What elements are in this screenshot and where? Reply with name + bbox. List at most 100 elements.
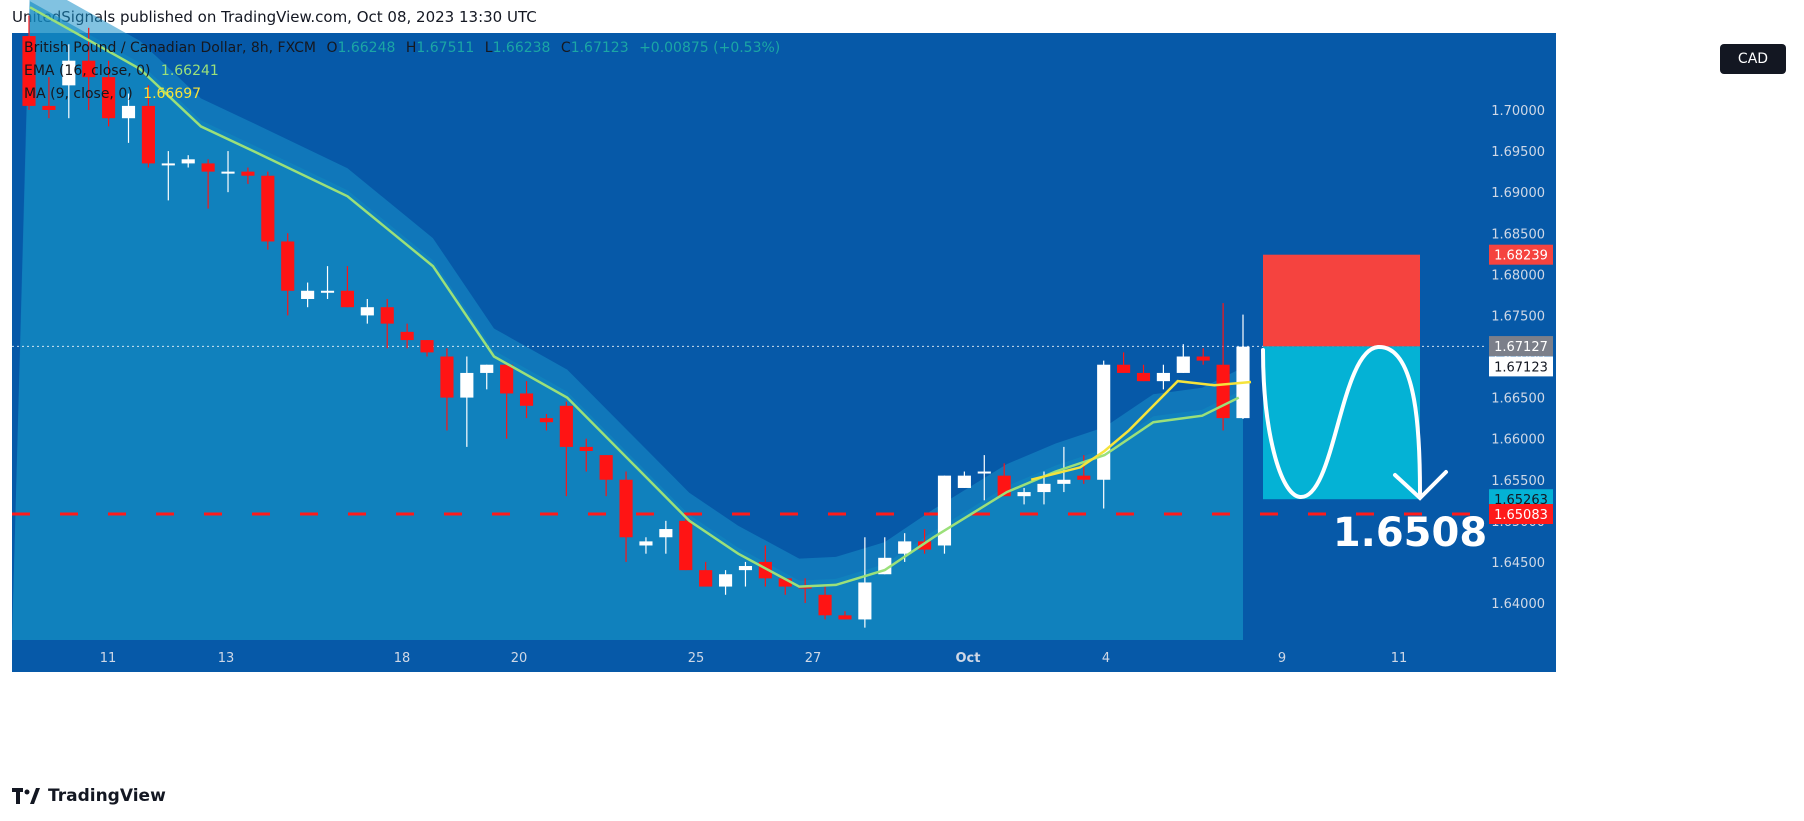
candle-body (201, 163, 215, 172)
candle-body (500, 364, 514, 394)
tradingview-logo-icon (12, 788, 40, 804)
candle-body (559, 405, 573, 447)
x-tick-label: 27 (805, 651, 822, 666)
candle-body (1136, 372, 1151, 382)
candle-body (738, 566, 753, 571)
close-price-label: 1.67123 (1494, 360, 1548, 375)
candle-body (261, 175, 275, 242)
symbol-legend: British Pound / Canadian Dollar, 8h, FXC… (24, 40, 786, 56)
candle-body (121, 105, 136, 119)
projection-arrow-icon (1393, 470, 1448, 501)
candle-body (221, 171, 235, 174)
candle-body (420, 340, 434, 353)
candle-body (1117, 364, 1131, 373)
candle-body (937, 475, 952, 546)
candle-body (519, 393, 534, 406)
y-tick-label: 1.65500 (1491, 474, 1545, 489)
candle-body (82, 60, 96, 78)
x-tick-label: 4 (1102, 651, 1110, 666)
high-value: 1.67511 (416, 40, 475, 56)
candle-body (977, 471, 991, 474)
x-tick-label: 11 (1391, 651, 1408, 666)
last-price-label-bg (1489, 336, 1553, 357)
ema-band-inner (12, 1, 1243, 641)
candle-body (181, 159, 195, 164)
candle-body (360, 307, 374, 316)
candle-body (301, 290, 315, 299)
y-tick-label: 1.69500 (1491, 145, 1545, 160)
candle-body (818, 594, 832, 616)
ema-legend: EMA (16, close, 0) 1.66241 (24, 63, 225, 79)
candle-body (380, 307, 394, 324)
candle-body (320, 290, 335, 293)
stop-loss-zone (1263, 254, 1420, 347)
candle-body (539, 418, 554, 423)
low-label: L (484, 40, 493, 56)
y-tick-label: 1.67500 (1491, 309, 1545, 324)
y-tick-label: 1.70000 (1491, 104, 1545, 119)
candle-body (1057, 479, 1071, 484)
candle-body (62, 60, 76, 86)
level-annotation: 1.6508 (1333, 510, 1487, 556)
y-tick-label: 1.64000 (1491, 597, 1545, 612)
level-price-label-bg (1489, 504, 1553, 525)
stop-price-label-bg (1489, 244, 1553, 265)
ma-legend: MA (9, close, 0) 1.66697 (24, 86, 207, 102)
x-tick-label: 11 (100, 651, 117, 666)
y-tick-label: 1.68000 (1491, 268, 1545, 283)
y-tick-label: 1.66000 (1491, 433, 1545, 448)
x-tick-label: 13 (218, 651, 235, 666)
candle-body (619, 479, 633, 538)
close-label: C (560, 40, 571, 56)
candle-body (1156, 372, 1170, 382)
close-price-label-bg (1489, 356, 1553, 377)
candle-body (1176, 356, 1190, 373)
candle-body (1216, 364, 1230, 419)
change-value: +0.00875 (+0.53%) (639, 40, 781, 56)
open-label: O (326, 40, 338, 56)
candle-body (102, 77, 116, 119)
candle-body (400, 331, 414, 341)
candle-body (898, 541, 912, 554)
high-label: H (405, 40, 417, 56)
x-tick-label: 18 (394, 651, 411, 666)
x-tick-label: 20 (511, 651, 528, 666)
stop-price-label: 1.68239 (1494, 249, 1548, 264)
candle-body (141, 105, 155, 164)
y-tick-label: 1.64500 (1491, 556, 1545, 571)
candle-body (440, 356, 454, 398)
candle-body (679, 520, 693, 571)
candle-body (778, 578, 792, 587)
candle-body (340, 290, 354, 308)
tradingview-brand: TradingView (48, 786, 166, 806)
x-tick-label: Oct (956, 651, 981, 666)
candle-body (699, 570, 713, 587)
candle-body (957, 475, 971, 488)
symbol-name: British Pound / Canadian Dollar, 8h, FXC… (24, 40, 317, 56)
ma-label: MA (9, close, 0) (24, 86, 133, 102)
x-tick-label: 25 (688, 651, 705, 666)
candle-body (1017, 492, 1031, 497)
candle-body (1077, 475, 1091, 480)
open-value: 1.66248 (337, 40, 396, 56)
level-price-label: 1.65083 (1494, 508, 1548, 523)
candle-body (599, 455, 613, 480)
tradingview-logo[interactable]: TradingView (12, 786, 166, 806)
candle-body (918, 541, 932, 550)
candle-body (1097, 364, 1111, 480)
candle-body (42, 105, 56, 110)
projection-path (1261, 344, 1422, 500)
candle-body (718, 574, 733, 587)
y-tick-label: 1.66500 (1491, 392, 1545, 407)
candle-body (858, 582, 872, 620)
candle-body (579, 446, 593, 451)
time-axis-background (12, 640, 1556, 672)
currency-badge[interactable]: CAD (1720, 44, 1786, 74)
candle-body (241, 171, 255, 176)
ema-value: 1.66241 (160, 63, 219, 79)
candle-body (161, 163, 175, 166)
candle-body (838, 615, 852, 620)
y-tick-label: 1.68500 (1491, 227, 1545, 242)
candle-body (22, 36, 36, 106)
